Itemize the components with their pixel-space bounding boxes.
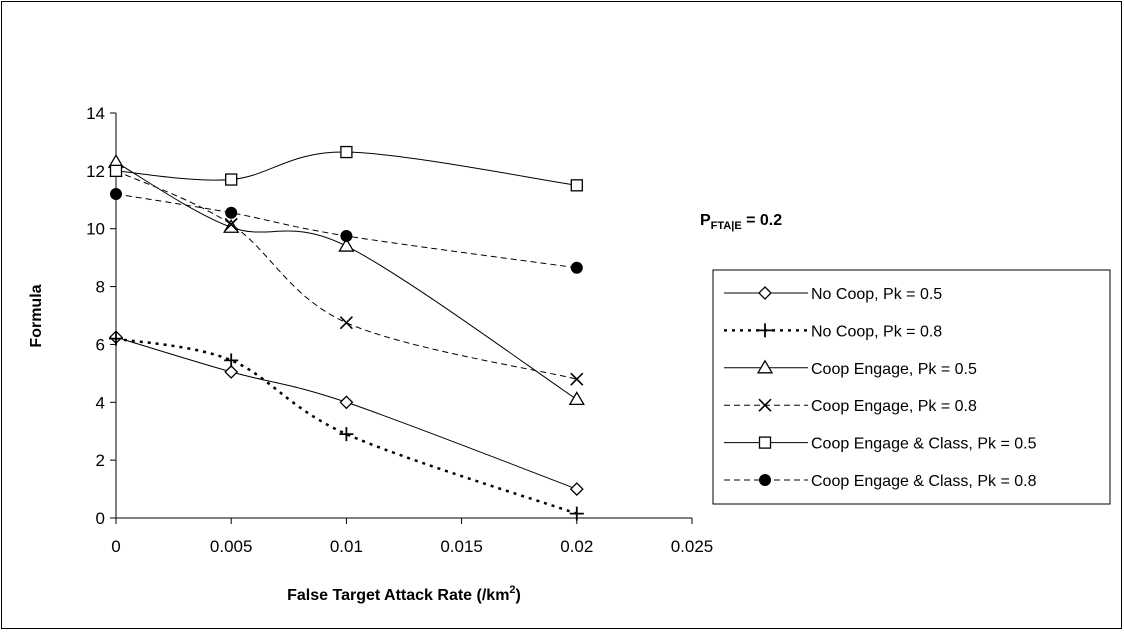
legend-marker-diamond xyxy=(758,286,772,300)
legend-marker-plus xyxy=(758,323,772,338)
y-tick-label: 10 xyxy=(86,220,105,239)
series-line-2 xyxy=(115,337,578,515)
annotation-pfta: PFTA|E = 0.2 xyxy=(700,212,782,232)
y-tick-label: 0 xyxy=(96,509,105,528)
y-tick-label: 6 xyxy=(96,335,105,354)
legend-items: No Coop, Pk = 0.5 No Coop, Pk = 0.8 Coop E… xyxy=(724,286,1037,490)
legend: No Coop, Pk = 0.5 No Coop, Pk = 0.8 Coop E… xyxy=(712,269,1111,505)
data-point-circle xyxy=(225,206,238,219)
legend-label: No Coop, Pk = 0.5 xyxy=(811,286,942,303)
series-line-5 xyxy=(115,151,577,186)
series-markers xyxy=(107,145,585,521)
x-tick-label: 0 xyxy=(111,537,120,556)
data-point-diamond xyxy=(339,395,354,410)
y-tick-label: 2 xyxy=(96,451,105,470)
data-point-plus xyxy=(339,427,354,442)
ticks: 0 2 4 6 8 10 12 14 0 0.005 0.01 0.015 0.02 0.025 xyxy=(86,104,713,556)
series-line-6 xyxy=(115,193,577,269)
y-tick-label: 8 xyxy=(96,278,105,297)
legend-label: Coop Engage, Pk = 0.5 xyxy=(811,361,977,378)
data-point-x xyxy=(570,372,584,386)
y-tick-label: 12 xyxy=(86,162,105,181)
legend-marker-square xyxy=(758,436,772,449)
data-point-circle xyxy=(570,261,583,274)
x-tick-label: 0.015 xyxy=(440,537,483,556)
data-point-plus xyxy=(569,506,584,521)
legend-marker-circle xyxy=(759,474,771,486)
x-tick-label: 0.025 xyxy=(671,537,714,556)
data-point-circle xyxy=(110,188,122,200)
data-point-triangle xyxy=(568,391,585,406)
legend-label: Coop Engage & Class, Pk = 0.5 xyxy=(811,436,1037,453)
series-line-3 xyxy=(115,161,578,400)
series-line-1 xyxy=(115,336,577,490)
data-point-x xyxy=(339,316,353,330)
annotation-main: P xyxy=(700,212,711,229)
data-point-square xyxy=(109,164,123,178)
x-tick-label: 0.01 xyxy=(330,537,363,556)
data-point-circle xyxy=(340,229,353,242)
annotation-tail: = 0.2 xyxy=(742,212,783,229)
legend-marker-triangle xyxy=(756,359,774,374)
y-axis-title: Formula xyxy=(28,284,45,347)
legend-label: No Coop, Pk = 0.8 xyxy=(811,323,942,340)
data-point-triangle xyxy=(338,237,355,252)
legend-label: Coop Engage & Class, Pk = 0.8 xyxy=(811,473,1037,490)
data-point-square xyxy=(340,145,353,159)
legend-marker-x xyxy=(758,398,772,412)
x-axis-title: False Target Attack Rate (/km2) xyxy=(287,584,521,604)
data-point-x xyxy=(224,217,238,231)
data-point-plus xyxy=(109,331,123,346)
data-point-square xyxy=(570,179,583,192)
y-tick-label: 14 xyxy=(86,104,105,123)
legend-label: Coop Engage, Pk = 0.8 xyxy=(811,398,977,415)
x-axis-title-sup: 2 xyxy=(509,584,515,596)
data-point-diamond xyxy=(569,482,584,496)
data-point-diamond xyxy=(224,364,239,379)
series-line-4 xyxy=(115,170,577,380)
x-tick-label: 0.02 xyxy=(560,537,593,556)
y-tick-label: 4 xyxy=(96,393,105,412)
annotation-sub: FTA|E xyxy=(711,220,742,232)
x-axis-title-main: False Target Attack Rate (/km xyxy=(287,587,509,604)
legend-box xyxy=(712,269,1111,505)
axes xyxy=(115,113,692,519)
data-point-plus xyxy=(224,353,239,368)
x-axis-title-tail: ) xyxy=(516,587,521,604)
data-point-square xyxy=(225,173,238,186)
data-point-triangle xyxy=(223,218,240,233)
series-lines xyxy=(115,151,578,515)
x-tick-label: 0.005 xyxy=(210,537,253,556)
